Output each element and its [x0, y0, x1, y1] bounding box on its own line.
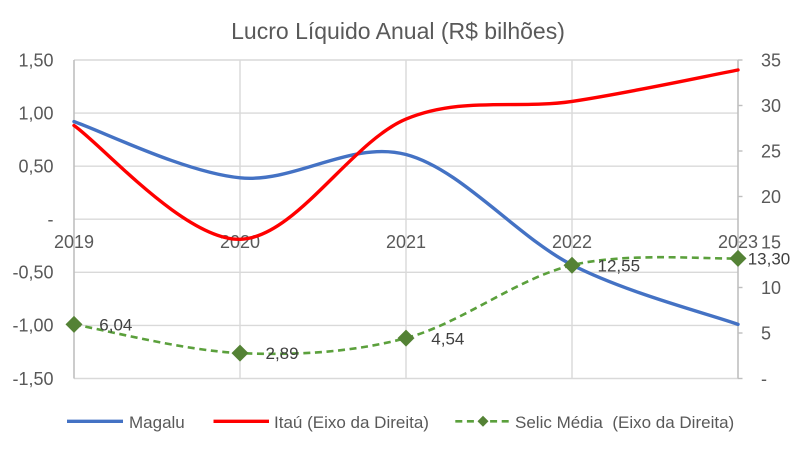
- svg-text:25: 25: [761, 141, 781, 161]
- svg-text:1,50: 1,50: [18, 50, 53, 70]
- svg-text:Selic Média (Eixo da Direita): Selic Média (Eixo da Direita): [515, 413, 734, 432]
- svg-text:13,30: 13,30: [748, 250, 791, 269]
- svg-text:-0,50: -0,50: [12, 263, 53, 283]
- svg-text:-: -: [761, 369, 767, 389]
- svg-text:2021: 2021: [386, 232, 426, 252]
- svg-text:Magalu: Magalu: [129, 413, 185, 432]
- svg-text:35: 35: [761, 50, 781, 70]
- svg-text:20: 20: [761, 187, 781, 207]
- svg-text:6,04: 6,04: [99, 316, 132, 335]
- svg-text:5: 5: [761, 323, 771, 343]
- svg-text:4,54: 4,54: [431, 330, 464, 349]
- svg-text:2,89: 2,89: [266, 344, 299, 363]
- svg-text:-1,00: -1,00: [12, 316, 53, 336]
- svg-text:15: 15: [761, 232, 781, 252]
- svg-text:2020: 2020: [220, 232, 260, 252]
- svg-text:30: 30: [761, 96, 781, 116]
- svg-text:12,55: 12,55: [598, 256, 641, 275]
- svg-text:-: -: [48, 210, 54, 230]
- svg-text:-1,50: -1,50: [12, 369, 53, 389]
- svg-text:2019: 2019: [54, 232, 94, 252]
- svg-text:Lucro Líquido Anual (R$ bilhõe: Lucro Líquido Anual (R$ bilhões): [231, 18, 565, 44]
- svg-text:1,00: 1,00: [18, 103, 53, 123]
- svg-text:2022: 2022: [552, 232, 592, 252]
- svg-text:10: 10: [761, 278, 781, 298]
- svg-text:0,50: 0,50: [18, 157, 53, 177]
- svg-text:2023: 2023: [718, 232, 758, 252]
- svg-text:Itaú (Eixo da Direita): Itaú (Eixo da Direita): [274, 413, 429, 432]
